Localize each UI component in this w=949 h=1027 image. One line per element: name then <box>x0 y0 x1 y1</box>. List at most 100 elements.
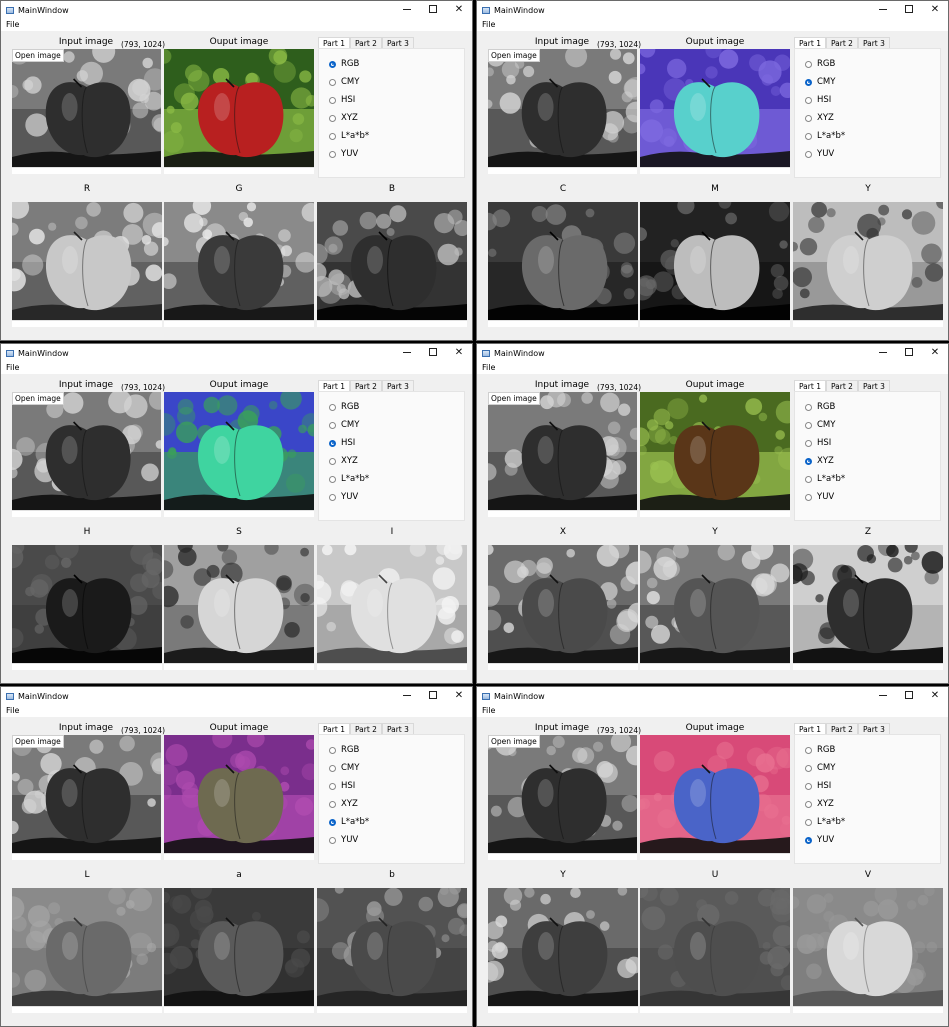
tab-part-3[interactable]: Part 3 <box>381 37 414 49</box>
maximize-button[interactable] <box>896 687 922 705</box>
input-image-scrollbar[interactable] <box>488 510 637 517</box>
radio-xyz[interactable]: XYZ <box>805 455 834 467</box>
menu-file[interactable]: File <box>6 706 20 715</box>
maximize-button[interactable] <box>420 1 446 19</box>
channel-image-1-scrollbar[interactable] <box>12 663 162 670</box>
radio-lab[interactable]: L*a*b* <box>329 130 369 142</box>
channel-image-1-scrollbar[interactable] <box>12 1006 162 1013</box>
maximize-button[interactable] <box>420 687 446 705</box>
tab-part-1[interactable]: Part 1 <box>794 380 826 392</box>
menu-file[interactable]: File <box>482 363 496 372</box>
tab-part-3[interactable]: Part 3 <box>857 37 890 49</box>
menu-file[interactable]: File <box>6 20 20 29</box>
radio-hsi[interactable]: HSI <box>805 437 831 449</box>
title-bar[interactable]: MainWindow ✕ <box>477 1 948 19</box>
input-image-scrollbar[interactable] <box>488 167 637 174</box>
radio-yuv[interactable]: YUV <box>805 148 834 160</box>
title-bar[interactable]: MainWindow ✕ <box>477 344 948 362</box>
radio-xyz[interactable]: XYZ <box>329 455 358 467</box>
radio-cmy[interactable]: CMY <box>805 76 835 88</box>
radio-yuv[interactable]: YUV <box>329 148 358 160</box>
tab-part-1[interactable]: Part 1 <box>318 723 350 735</box>
minimize-button[interactable] <box>870 344 896 362</box>
radio-cmy[interactable]: CMY <box>329 762 359 774</box>
output-image-scrollbar[interactable] <box>640 510 790 517</box>
title-bar[interactable]: MainWindow ✕ <box>1 1 472 19</box>
input-image-scrollbar[interactable] <box>12 510 161 517</box>
channel-image-3-scrollbar[interactable] <box>793 1006 943 1013</box>
tab-part-2[interactable]: Part 2 <box>825 37 858 49</box>
minimize-button[interactable] <box>394 344 420 362</box>
title-bar[interactable]: MainWindow ✕ <box>1 344 472 362</box>
radio-hsi[interactable]: HSI <box>329 94 355 106</box>
tab-part-3[interactable]: Part 3 <box>857 380 890 392</box>
maximize-button[interactable] <box>896 344 922 362</box>
radio-hsi[interactable]: HSI <box>805 94 831 106</box>
radio-rgb[interactable]: RGB <box>805 744 835 756</box>
tab-part-2[interactable]: Part 2 <box>349 37 382 49</box>
radio-hsi[interactable]: HSI <box>329 780 355 792</box>
channel-image-2-scrollbar[interactable] <box>164 663 314 670</box>
channel-image-1-scrollbar[interactable] <box>488 1006 638 1013</box>
channel-image-3-scrollbar[interactable] <box>793 663 943 670</box>
open-image-button[interactable]: Open image <box>12 49 64 62</box>
close-button[interactable]: ✕ <box>922 344 948 362</box>
close-button[interactable]: ✕ <box>446 687 472 705</box>
open-image-button[interactable]: Open image <box>12 392 64 405</box>
minimize-button[interactable] <box>870 1 896 19</box>
tab-part-1[interactable]: Part 1 <box>318 37 350 49</box>
channel-image-1-scrollbar[interactable] <box>488 320 638 327</box>
channel-image-3-scrollbar[interactable] <box>793 320 943 327</box>
channel-image-1-scrollbar[interactable] <box>488 663 638 670</box>
radio-cmy[interactable]: CMY <box>805 419 835 431</box>
input-image-scrollbar[interactable] <box>12 167 161 174</box>
radio-cmy[interactable]: CMY <box>329 76 359 88</box>
channel-image-3-scrollbar[interactable] <box>317 320 467 327</box>
radio-yuv[interactable]: YUV <box>329 491 358 503</box>
radio-xyz[interactable]: XYZ <box>329 112 358 124</box>
radio-rgb[interactable]: RGB <box>805 401 835 413</box>
title-bar[interactable]: MainWindow ✕ <box>477 687 948 705</box>
channel-image-1-scrollbar[interactable] <box>12 320 162 327</box>
tab-part-2[interactable]: Part 2 <box>825 723 858 735</box>
title-bar[interactable]: MainWindow ✕ <box>1 687 472 705</box>
radio-xyz[interactable]: XYZ <box>329 798 358 810</box>
radio-hsi[interactable]: HSI <box>805 780 831 792</box>
output-image-scrollbar[interactable] <box>164 167 314 174</box>
menu-file[interactable]: File <box>482 706 496 715</box>
radio-rgb[interactable]: RGB <box>329 744 359 756</box>
channel-image-2-scrollbar[interactable] <box>640 320 790 327</box>
tab-part-3[interactable]: Part 3 <box>381 723 414 735</box>
channel-image-3-scrollbar[interactable] <box>317 663 467 670</box>
close-button[interactable]: ✕ <box>446 344 472 362</box>
radio-rgb[interactable]: RGB <box>329 58 359 70</box>
channel-image-3-scrollbar[interactable] <box>317 1006 467 1013</box>
maximize-button[interactable] <box>896 1 922 19</box>
tab-part-3[interactable]: Part 3 <box>857 723 890 735</box>
open-image-button[interactable]: Open image <box>488 735 540 748</box>
channel-image-2-scrollbar[interactable] <box>164 320 314 327</box>
tab-part-1[interactable]: Part 1 <box>318 380 350 392</box>
input-image-scrollbar[interactable] <box>12 853 161 860</box>
radio-hsi[interactable]: HSI <box>329 437 355 449</box>
close-button[interactable]: ✕ <box>922 687 948 705</box>
menu-file[interactable]: File <box>6 363 20 372</box>
output-image-scrollbar[interactable] <box>164 510 314 517</box>
minimize-button[interactable] <box>394 687 420 705</box>
maximize-button[interactable] <box>420 344 446 362</box>
tab-part-3[interactable]: Part 3 <box>381 380 414 392</box>
close-button[interactable]: ✕ <box>922 1 948 19</box>
tab-part-2[interactable]: Part 2 <box>349 380 382 392</box>
minimize-button[interactable] <box>870 687 896 705</box>
radio-lab[interactable]: L*a*b* <box>329 816 369 828</box>
output-image-scrollbar[interactable] <box>640 167 790 174</box>
radio-rgb[interactable]: RGB <box>329 401 359 413</box>
open-image-button[interactable]: Open image <box>12 735 64 748</box>
minimize-button[interactable] <box>394 1 420 19</box>
radio-yuv[interactable]: YUV <box>329 834 358 846</box>
menu-file[interactable]: File <box>482 20 496 29</box>
radio-cmy[interactable]: CMY <box>329 419 359 431</box>
radio-lab[interactable]: L*a*b* <box>329 473 369 485</box>
tab-part-1[interactable]: Part 1 <box>794 723 826 735</box>
radio-lab[interactable]: L*a*b* <box>805 130 845 142</box>
